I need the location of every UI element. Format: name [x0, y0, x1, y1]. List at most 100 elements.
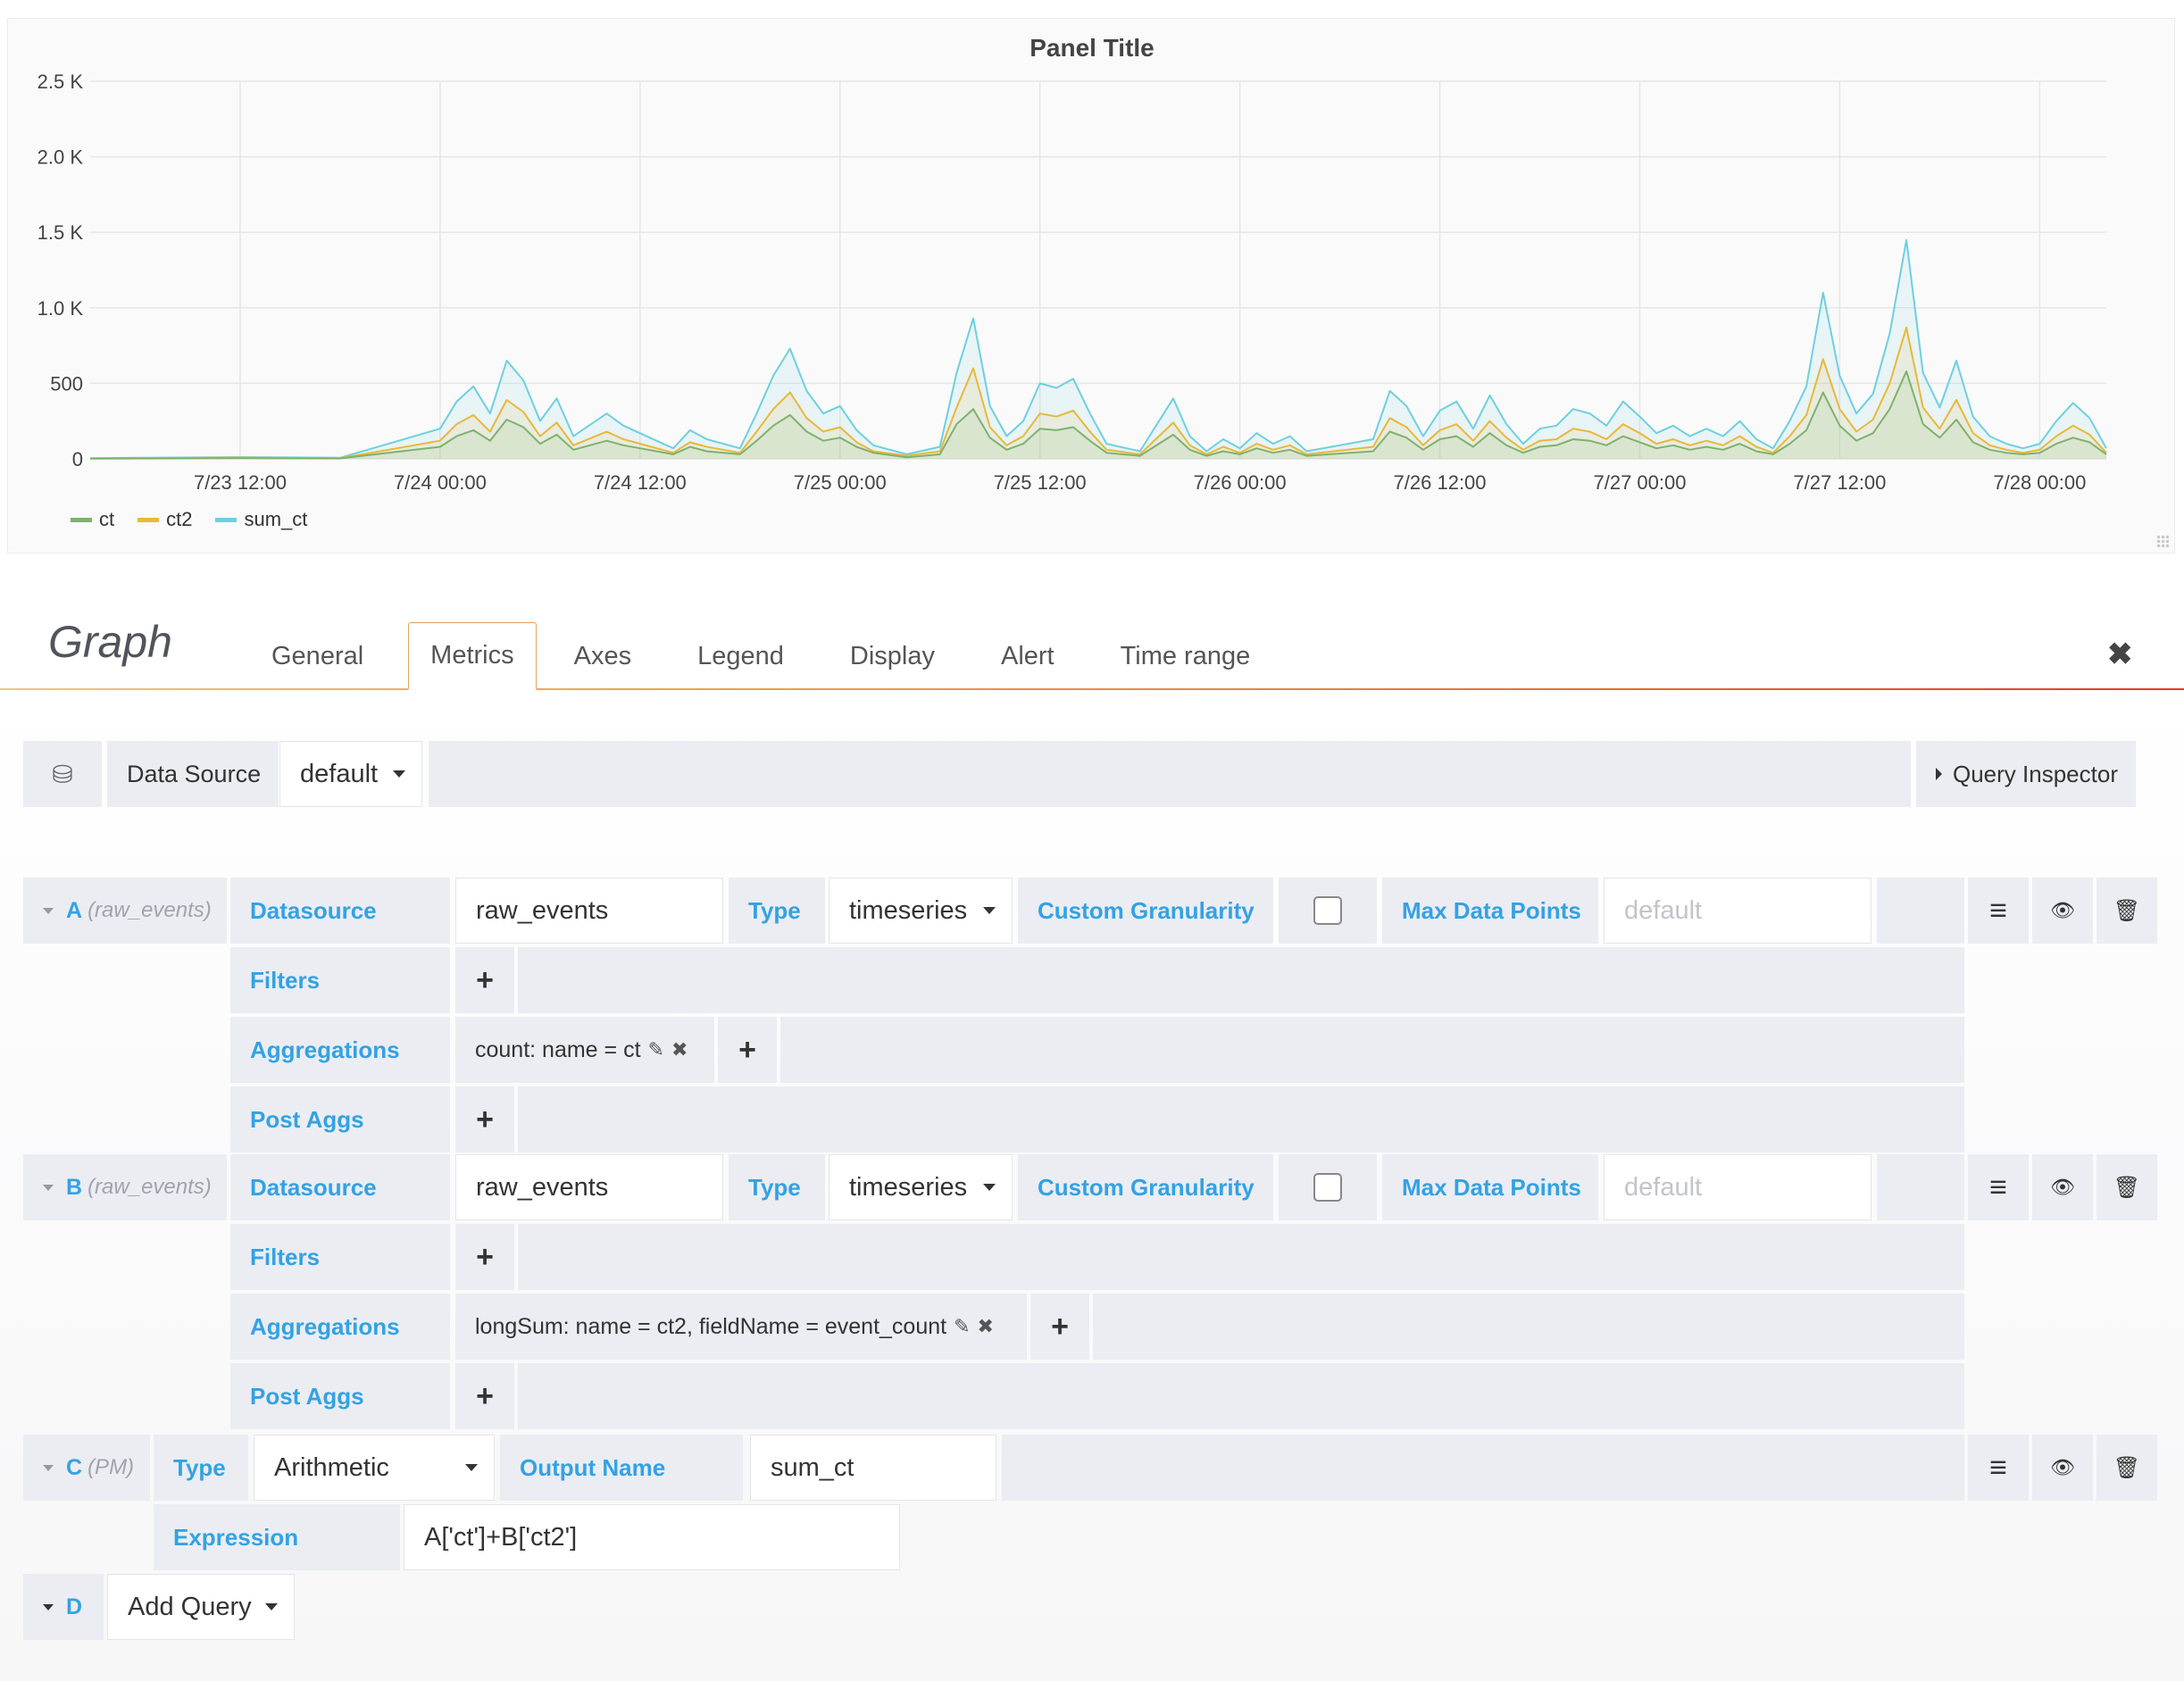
add-post-agg-button[interactable]: + [455, 1363, 514, 1429]
datasource-select-value: default [300, 759, 379, 788]
y-tick-label: 2.0 K [38, 146, 84, 169]
query-inspector-label: Query Inspector [1953, 760, 2118, 787]
custom-granularity-checkbox[interactable] [1313, 896, 1342, 925]
query-c-header[interactable]: C (PM) [23, 1435, 150, 1501]
trash-icon[interactable]: 🗑 [2096, 878, 2157, 944]
pencil-icon[interactable]: ✎ [647, 1038, 664, 1061]
max-data-points-placeholder: default [1624, 895, 1703, 925]
add-query-button[interactable]: Add Query [107, 1574, 295, 1640]
remove-icon[interactable]: ✖ [671, 1038, 688, 1061]
panel-resize-handle[interactable] [2156, 535, 2169, 547]
legend-item-ct2[interactable]: ct2 [138, 508, 192, 531]
legend: ct ct2 sum_ct [71, 508, 307, 531]
close-icon[interactable]: ✖ [2107, 637, 2133, 671]
legend-item-ct[interactable]: ct [71, 508, 114, 531]
legend-item-sum_ct[interactable]: sum_ct [215, 508, 307, 531]
aggregation-chip[interactable]: count: name = ct ✎ ✖ [455, 1017, 714, 1083]
x-tick-label: 7/27 12:00 [1793, 471, 1886, 494]
row-filler [1002, 1435, 1964, 1501]
query-menu-icon[interactable]: ≡ [1968, 878, 2029, 944]
pencil-icon[interactable]: ✎ [954, 1315, 971, 1337]
legend-swatch [215, 517, 238, 522]
tab-alert[interactable]: Alert [1000, 641, 1054, 670]
add-filter-button[interactable]: + [455, 1224, 514, 1290]
x-tick-label: 7/25 00:00 [794, 471, 887, 494]
add-query-label: Add Query [128, 1592, 252, 1621]
eye-glyph: 👁 [2050, 1176, 2075, 1198]
output-name-input[interactable]: sum_ct [750, 1435, 996, 1501]
add-aggregation-button[interactable]: + [1030, 1294, 1089, 1360]
chevron-down-icon [265, 1603, 278, 1610]
tab-legend[interactable]: Legend [697, 641, 784, 670]
tab-time-range[interactable]: Time range [1120, 641, 1251, 670]
x-tick-label: 7/23 12:00 [194, 471, 287, 494]
aggregation-text: longSum: name = ct2, fieldName = event_c… [475, 1313, 947, 1339]
x-tick-label: 7/24 12:00 [594, 471, 687, 494]
plus-icon: + [476, 1239, 494, 1274]
eye-icon[interactable]: 👁 [2032, 1435, 2093, 1501]
eye-icon[interactable]: 👁 [2032, 1154, 2093, 1220]
series-area-ct2 [90, 327, 2106, 459]
datasource-field[interactable]: raw_events [455, 1154, 723, 1220]
add-post-agg-button[interactable]: + [455, 1086, 514, 1153]
legend-label: sum_ct [244, 508, 308, 530]
expression-label: Expression [154, 1504, 400, 1570]
row-filler [518, 1363, 1964, 1429]
chevron-down-icon [983, 1184, 996, 1191]
add-aggregation-button[interactable]: + [718, 1017, 777, 1083]
aggregations-label: Aggregations [230, 1294, 450, 1360]
tab-general[interactable]: General [271, 641, 364, 670]
tab-metrics[interactable]: Metrics [408, 622, 537, 690]
max-data-points-label: Max Data Points [1382, 1154, 1598, 1220]
query-ref-letter: A [66, 897, 83, 923]
plus-icon: + [476, 1102, 494, 1136]
query-menu-icon[interactable]: ≡ [1968, 1154, 2029, 1220]
legend-label: ct [99, 508, 115, 530]
type-label: Type [154, 1435, 248, 1501]
expression-input[interactable]: A['ct']+B['ct2'] [404, 1504, 900, 1570]
series-line-ct [89, 370, 2107, 460]
trash-icon[interactable]: 🗑 [2096, 1154, 2157, 1220]
custom-granularity-checkbox[interactable] [1313, 1173, 1342, 1202]
eye-glyph: 👁 [2050, 1456, 2075, 1478]
type-select[interactable]: timeseries [829, 878, 1013, 944]
query-b-header[interactable]: B (raw_events) [23, 1154, 227, 1220]
eye-icon[interactable]: 👁 [2032, 878, 2093, 944]
eye-glyph: 👁 [2050, 899, 2075, 921]
type-select[interactable]: timeseries [829, 1154, 1013, 1220]
max-data-points-input[interactable]: default [1604, 1154, 1871, 1220]
plus-icon: + [738, 1032, 756, 1067]
row-filler [780, 1017, 1964, 1083]
chart-title: Panel Title [1029, 34, 1155, 62]
type-select[interactable]: Arithmetic [254, 1435, 495, 1501]
trash-icon[interactable]: 🗑 [2096, 1435, 2157, 1501]
x-tick-label: 7/26 12:00 [1394, 471, 1487, 494]
collapse-caret-icon [43, 1464, 54, 1471]
row-filler [1877, 1154, 1964, 1220]
filters-label: Filters [230, 1224, 450, 1290]
output-name-label: Output Name [500, 1435, 743, 1501]
menu-glyph: ≡ [1989, 893, 2007, 928]
query-a-header[interactable]: A (raw_events) [23, 878, 227, 944]
post-aggs-label: Post Aggs [230, 1363, 450, 1429]
tab-axes[interactable]: Axes [573, 641, 632, 670]
x-tick-label: 7/27 00:00 [1593, 471, 1686, 494]
trash-glyph: 🗑 [2113, 898, 2141, 923]
max-data-points-input[interactable]: default [1604, 878, 1871, 944]
add-filter-button[interactable]: + [455, 947, 514, 1013]
plus-icon: + [476, 1378, 494, 1413]
tab-display[interactable]: Display [849, 641, 935, 670]
filters-label: Filters [230, 947, 450, 1013]
remove-icon[interactable]: ✖ [977, 1315, 994, 1337]
aggregation-text: count: name = ct [475, 1036, 641, 1062]
type-label: Type [729, 878, 825, 944]
trash-glyph: 🗑 [2113, 1175, 2141, 1200]
datasource-select[interactable]: default [279, 741, 422, 807]
query-d-header[interactable]: D [23, 1574, 104, 1640]
query-menu-icon[interactable]: ≡ [1968, 1435, 2029, 1501]
query-inspector-button[interactable]: Query Inspector [1916, 741, 2136, 807]
aggregation-chip[interactable]: longSum: name = ct2, fieldName = event_c… [455, 1294, 1027, 1360]
x-tick-label: 7/24 00:00 [394, 471, 487, 494]
custom-granularity-cell [1279, 878, 1377, 944]
datasource-field[interactable]: raw_events [455, 878, 723, 944]
